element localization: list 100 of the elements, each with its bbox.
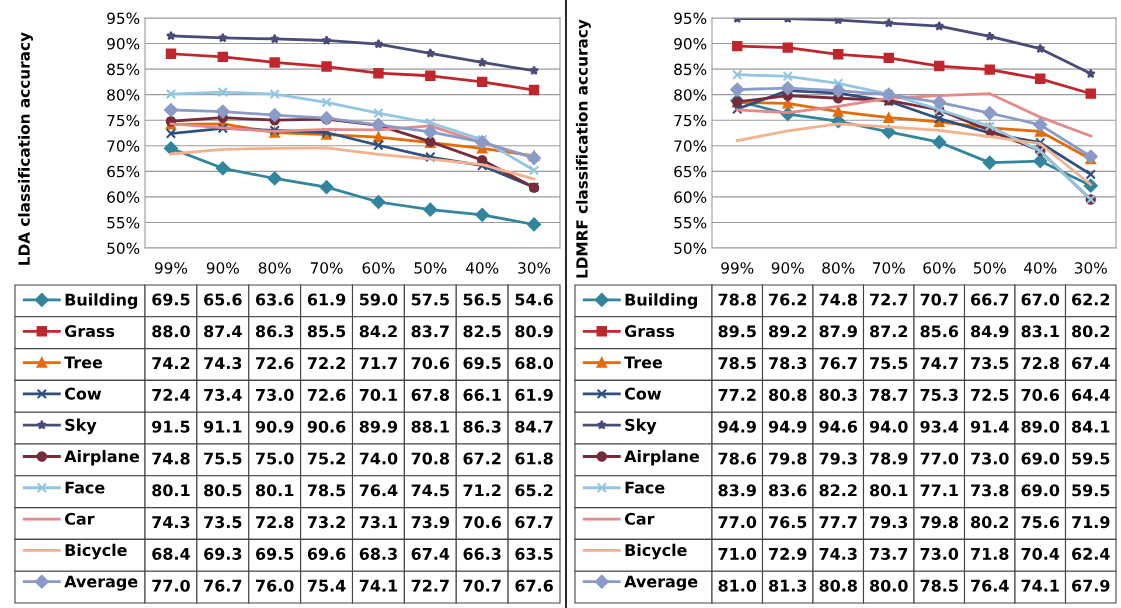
data-label: 66.1 (463, 388, 501, 401)
data-label: 54.6 (515, 293, 553, 306)
data-label: 67.6 (515, 579, 553, 592)
data-label: 69.0 (1021, 452, 1060, 465)
data-label: 74.0 (359, 452, 398, 465)
data-label: 80.1 (870, 484, 908, 497)
data-label: 69.0 (1021, 484, 1060, 497)
y-tick-label: 90% (674, 38, 707, 50)
data-label: 84.2 (359, 325, 397, 338)
x-tick-label: 70% (310, 262, 343, 274)
data-label: 85.6 (920, 325, 959, 338)
data-label: 74.8 (819, 293, 857, 306)
x-tick-label: 30% (1074, 262, 1107, 274)
y-tick-label: 85% (674, 63, 707, 76)
data-label: 80.5 (204, 484, 242, 497)
data-label: 63.5 (515, 547, 553, 560)
data-label: 69.6 (307, 547, 346, 560)
data-label: 67.9 (1072, 579, 1110, 592)
data-label: 77.7 (819, 516, 857, 528)
data-label: 79.3 (819, 452, 857, 465)
data-label: 78.6 (718, 452, 757, 465)
x-tick-label: 90% (206, 262, 239, 274)
data-label: 83.7 (411, 325, 449, 338)
data-label: 80.3 (819, 388, 857, 401)
legend-label: Average (64, 575, 138, 591)
data-label: 62.2 (1072, 293, 1110, 306)
data-label: 84.7 (515, 420, 553, 433)
y-tick-label: 65% (107, 165, 140, 178)
data-label: 77.0 (152, 579, 190, 592)
y-tick-label: 70% (674, 140, 707, 152)
data-label: 70.8 (411, 452, 450, 465)
legend-label: Sky (65, 418, 97, 435)
data-label: 62.4 (1072, 547, 1110, 560)
data-label: 75.5 (204, 452, 242, 465)
data-label: 71.7 (359, 357, 397, 369)
data-label: 73.7 (870, 547, 908, 560)
data-label: 87.9 (819, 325, 857, 338)
legend-label: Building (625, 293, 697, 309)
data-label: 78.5 (307, 484, 346, 497)
data-label: 57.5 (411, 293, 449, 306)
data-label: 80.8 (819, 579, 857, 592)
data-label: 71.0 (718, 547, 757, 560)
data-label: 77.1 (920, 484, 958, 497)
data-label: 74.3 (819, 547, 857, 560)
y-tick-label: 65% (674, 165, 707, 178)
x-tick-label: 99% (154, 262, 188, 274)
data-label: 72.8 (1021, 357, 1059, 370)
y-tick-label: 80% (674, 89, 707, 101)
data-label: 76.7 (819, 357, 857, 370)
data-label: 94.0 (869, 420, 908, 433)
legend-label: Airplane (64, 449, 140, 466)
data-label: 83.6 (769, 484, 807, 497)
data-label: 61.9 (307, 293, 346, 306)
legend-label: Cow (624, 387, 662, 400)
data-label: 83.1 (1021, 325, 1059, 338)
data-label: 72.9 (769, 547, 807, 560)
data-label: 74.1 (359, 579, 398, 592)
data-label: 72.7 (870, 293, 908, 306)
y-tick-label: 95% (674, 12, 707, 25)
x-tick-label: 60% (362, 262, 395, 274)
x-tick-label: 99% (721, 262, 754, 274)
data-label: 76.4 (971, 579, 1009, 592)
legend-label: Average (624, 575, 698, 591)
legend-label: Car (64, 512, 95, 525)
data-label: 80.2 (1072, 325, 1110, 338)
data-label: 84.1 (1072, 420, 1110, 433)
data-label: 82.2 (819, 484, 857, 497)
data-label: 75.2 (307, 452, 345, 465)
legend-label: Tree (624, 356, 663, 369)
x-tick-label: 90% (771, 262, 804, 274)
data-label: 70.6 (463, 516, 502, 529)
data-label: 72.5 (971, 388, 1009, 401)
data-label: 77.0 (920, 452, 959, 465)
data-label: 88.0 (152, 325, 190, 338)
x-tick-label: 30% (518, 262, 551, 274)
x-tick-label: 80% (258, 262, 291, 274)
data-label: 86.3 (463, 420, 501, 433)
legend-label: Tree (64, 356, 103, 369)
data-label: 74.1 (1021, 579, 1059, 592)
y-tick-label: 75% (107, 114, 140, 127)
data-label: 73.0 (920, 547, 959, 560)
data-label: 71.9 (1072, 516, 1110, 529)
data-label: 90.9 (255, 420, 294, 433)
data-label: 61.9 (515, 388, 553, 401)
data-label: 72.2 (307, 357, 345, 369)
data-label: 79.3 (870, 516, 908, 529)
data-label: 78.8 (718, 293, 756, 306)
data-label: 76.4 (359, 484, 398, 497)
data-label: 66.7 (971, 293, 1009, 306)
y-axis-title: LDMRF classification accuracy (575, 19, 591, 278)
data-label: 76.2 (769, 293, 807, 306)
data-label: 64.4 (1072, 388, 1110, 401)
data-label: 80.1 (152, 484, 190, 497)
data-label: 77.2 (718, 388, 756, 401)
y-tick-label: 50% (674, 242, 707, 255)
legend-label: Bicycle (65, 543, 127, 560)
data-label: 76.0 (256, 579, 294, 592)
data-label: 80.1 (255, 484, 294, 497)
legend-label: Building (65, 293, 138, 309)
data-label: 80.2 (971, 516, 1009, 529)
